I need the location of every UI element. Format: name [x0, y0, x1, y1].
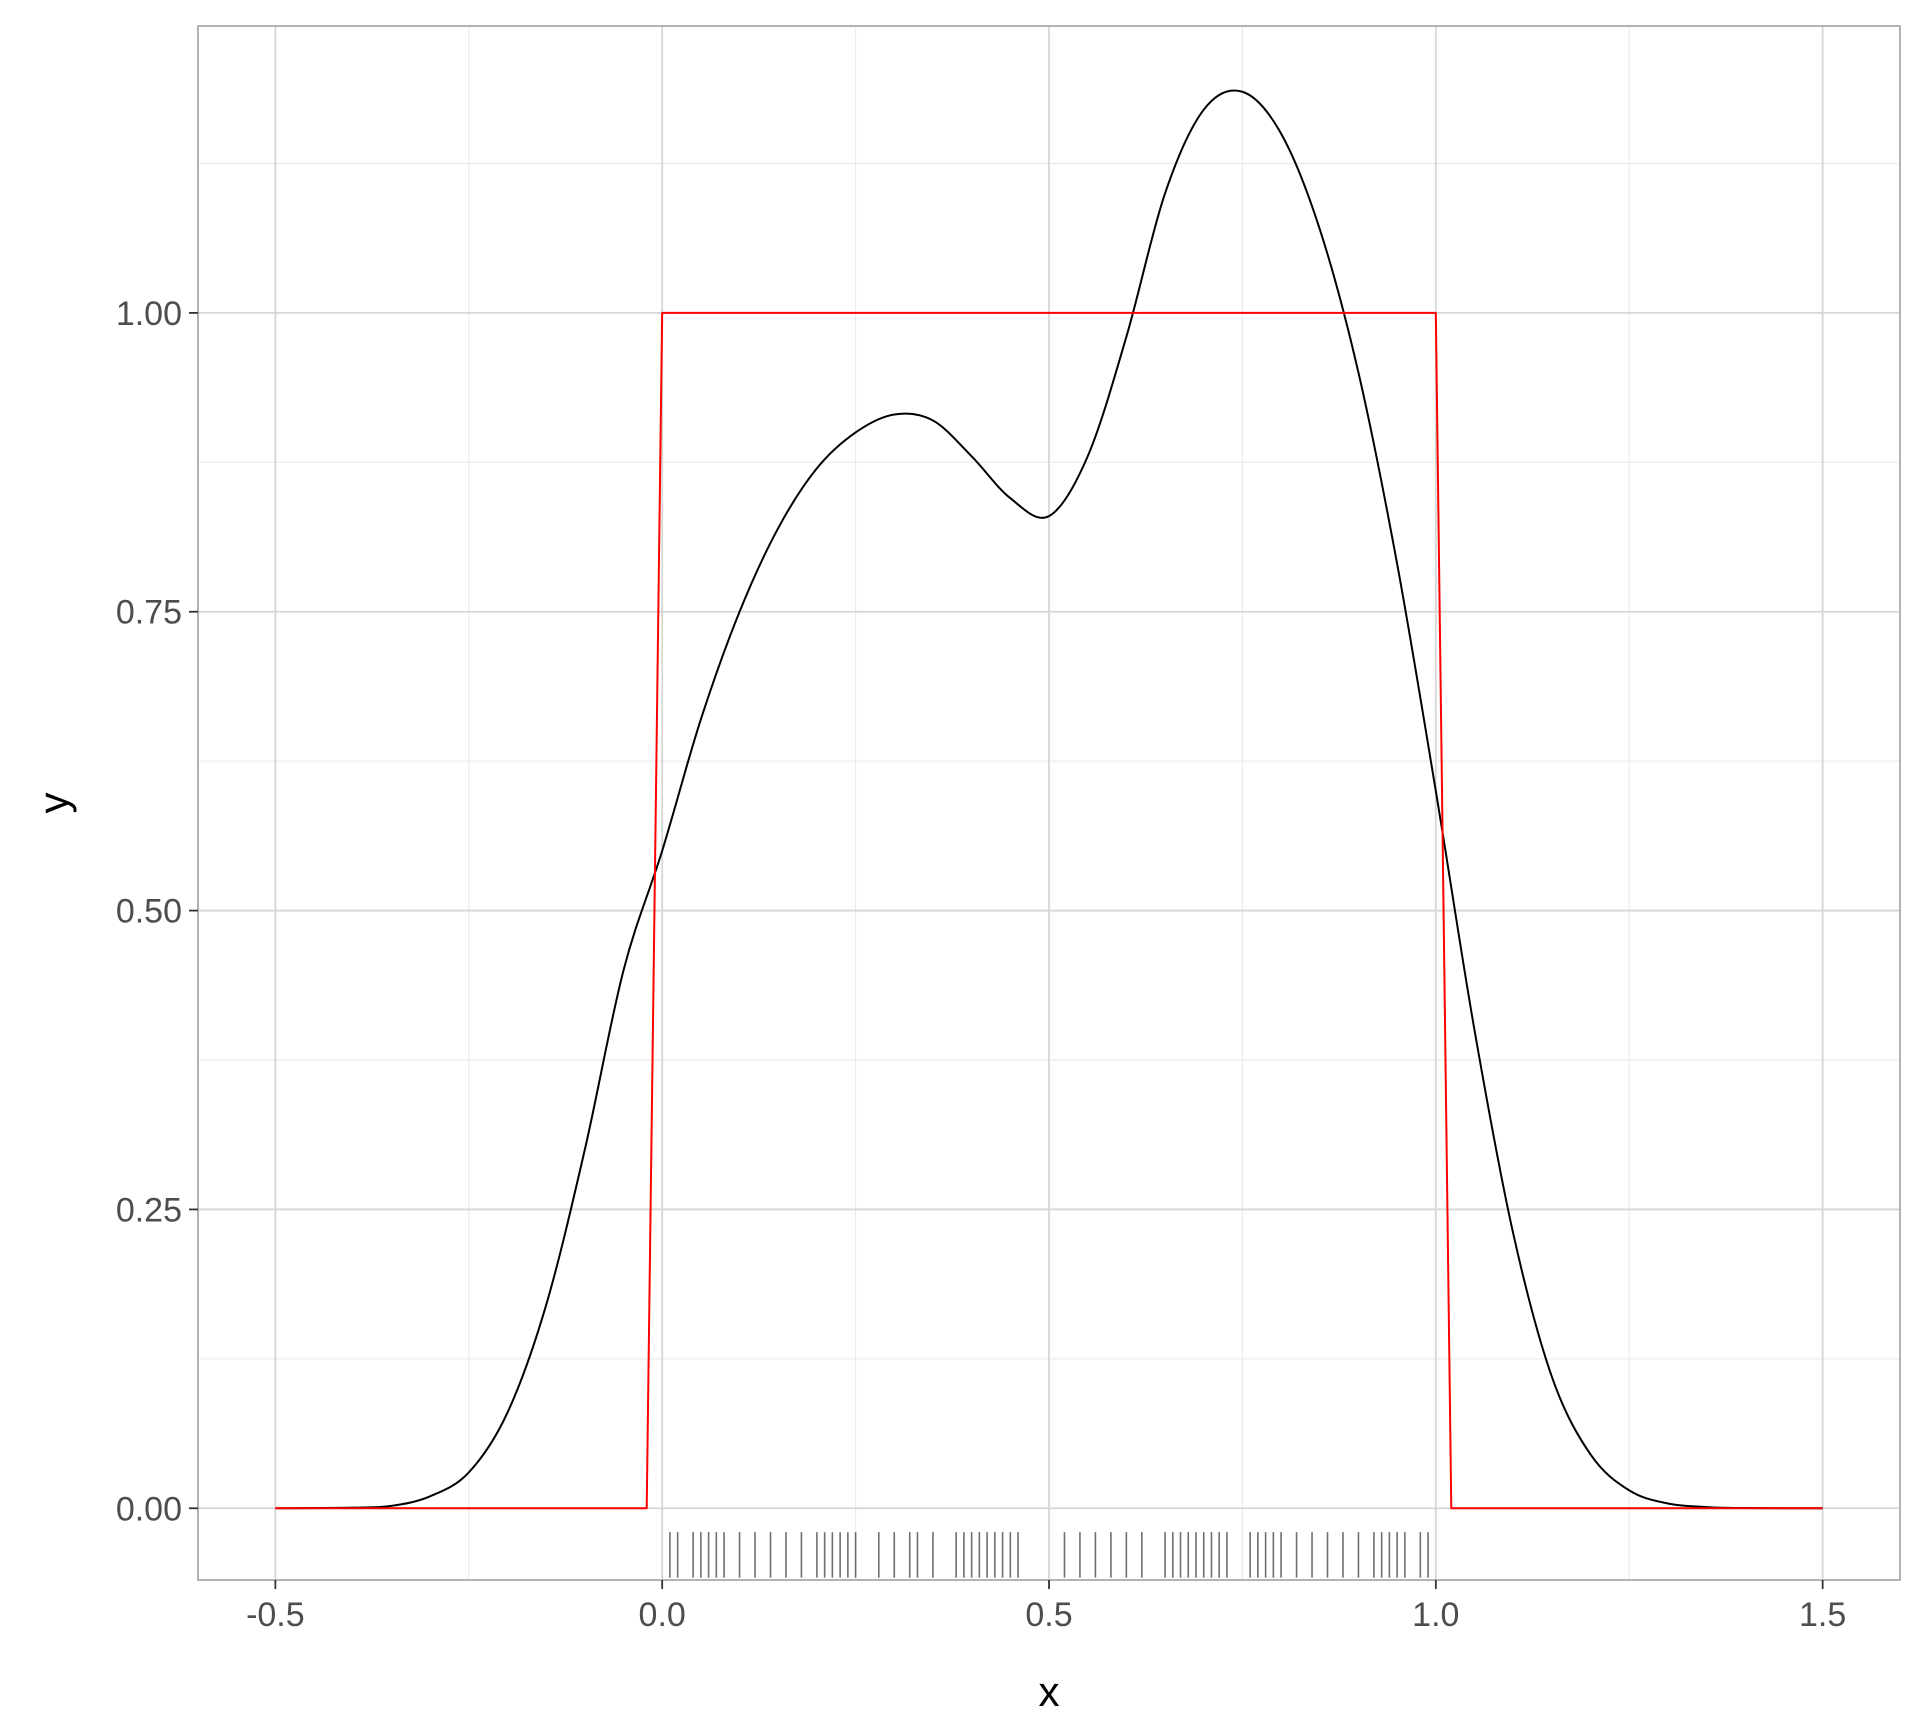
density-curve [275, 89, 1823, 1510]
major-gridlines [198, 26, 1900, 1580]
uniform-density-line [275, 311, 1823, 1510]
y-tick-label: 0.75 [116, 594, 182, 632]
rug-marks [669, 1532, 1429, 1578]
x-tick-label: -0.5 [246, 1596, 305, 1634]
x-axis-title: x [1039, 1668, 1060, 1715]
x-axis-ticks: -0.5 0.0 0.5 1.0 1.5 [246, 1580, 1846, 1634]
y-tick-label: 0.50 [116, 893, 182, 931]
x-tick-label: 1.0 [1412, 1596, 1459, 1634]
series-lines [275, 89, 1823, 1510]
y-tick-label: 1.00 [116, 295, 182, 333]
x-tick-label: 0.0 [639, 1596, 686, 1634]
x-tick-label: 1.5 [1799, 1596, 1846, 1634]
y-axis-title: y [30, 793, 77, 814]
y-axis-ticks: 0.00 0.25 0.50 0.75 1.00 [116, 295, 198, 1528]
x-tick-label: 0.5 [1025, 1596, 1072, 1634]
y-tick-label: 0.00 [116, 1490, 182, 1528]
y-tick-label: 0.25 [116, 1191, 182, 1229]
